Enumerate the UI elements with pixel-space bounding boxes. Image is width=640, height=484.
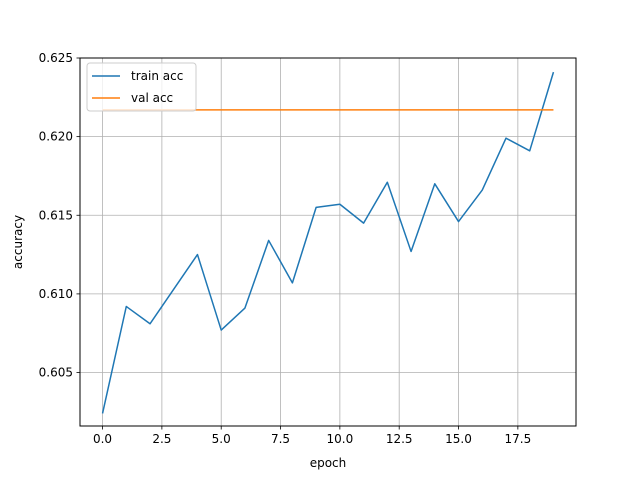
x-tick-label: 10.0 <box>327 432 354 446</box>
y-tick-label: 0.625 <box>39 51 73 65</box>
y-axis-label: accuracy <box>11 215 25 269</box>
x-tick-label: 7.5 <box>271 432 290 446</box>
y-axis-ticks: 0.605 0.610 0.615 0.620 0.625 <box>39 51 80 380</box>
y-tick-label: 0.605 <box>39 366 73 380</box>
series-line-train-acc <box>101 71 555 414</box>
legend-label-val-acc: val acc <box>131 91 173 105</box>
x-tick-label: 15.0 <box>445 432 472 446</box>
x-axis-label: epoch <box>310 456 347 470</box>
x-tick-label: 5.0 <box>212 432 231 446</box>
x-tick-label: 2.5 <box>152 432 171 446</box>
y-tick-label: 0.615 <box>39 208 73 222</box>
x-tick-label: 0.0 <box>93 432 112 446</box>
legend-box <box>86 62 197 112</box>
x-axis-ticks: 0.0 2.5 5.0 7.5 10.0 12.5 15.0 17.5 <box>93 426 531 446</box>
x-tick-label: 12.5 <box>386 432 413 446</box>
y-tick-label: 0.620 <box>39 130 73 144</box>
x-tick-label: 17.5 <box>504 432 531 446</box>
legend: train acc val acc <box>86 62 197 112</box>
plot-area-frame <box>79 57 577 427</box>
grid-lines <box>80 57 576 426</box>
legend-label-train-acc: train acc <box>131 69 183 83</box>
y-tick-label: 0.610 <box>39 287 73 301</box>
